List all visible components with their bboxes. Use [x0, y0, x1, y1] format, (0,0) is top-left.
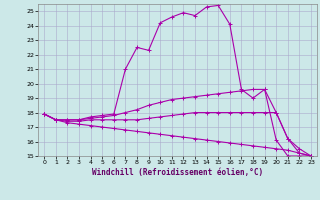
X-axis label: Windchill (Refroidissement éolien,°C): Windchill (Refroidissement éolien,°C) — [92, 168, 263, 177]
